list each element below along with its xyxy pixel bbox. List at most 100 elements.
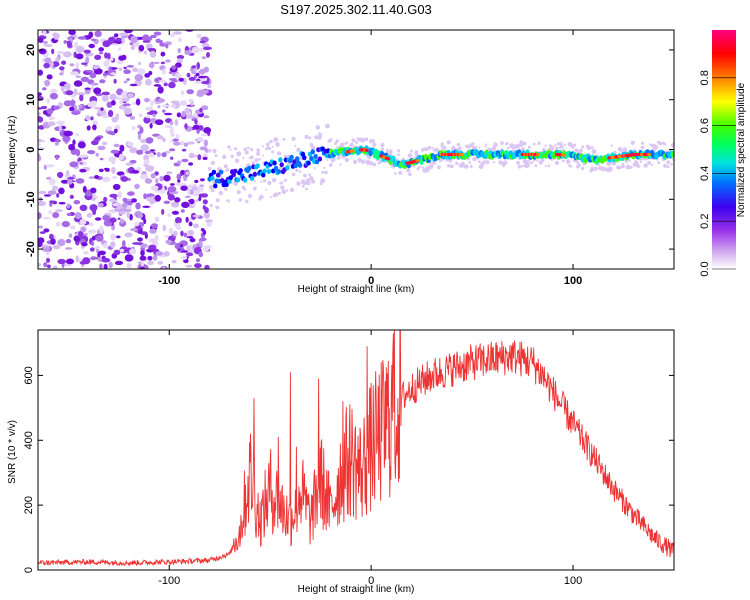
spectrogram-trace-halo bbox=[450, 164, 454, 168]
spectrogram-noise-blob bbox=[153, 31, 162, 36]
spectrogram-trace-halo bbox=[531, 161, 534, 164]
spectrogram-noise-blob bbox=[127, 141, 134, 147]
spectrogram-noise-blob bbox=[185, 114, 194, 119]
spectrogram-noise-blob bbox=[98, 168, 104, 173]
spectrogram-noise-blob bbox=[102, 141, 108, 146]
spectrogram-noise-blob bbox=[192, 124, 200, 130]
spectrogram-trace-halo bbox=[581, 145, 585, 149]
spectrogram-noise-blob bbox=[202, 245, 210, 252]
spectrogram-noise-blob bbox=[58, 201, 66, 205]
spectrogram-noise-blob bbox=[119, 144, 125, 152]
spectrogram-noise-blob bbox=[198, 75, 207, 79]
spectrogram-trace-halo bbox=[355, 140, 359, 144]
spectrogram-trace-halo bbox=[625, 164, 631, 170]
spectrogram-noise-blob bbox=[85, 69, 94, 73]
spectrogram-noise-blob bbox=[145, 165, 155, 172]
spectrogram-noise-blob bbox=[138, 113, 143, 118]
spectrogram-noise-blob bbox=[124, 232, 133, 238]
spectrogram-noise-blob bbox=[161, 152, 167, 158]
spectrogram-trace-halo bbox=[314, 135, 319, 140]
spectrogram-trace-halo bbox=[275, 142, 280, 147]
spectrogram-noise-blob bbox=[98, 51, 104, 55]
spectrogram-noise-blob bbox=[201, 133, 207, 137]
spectrogram-noise-blob bbox=[161, 104, 170, 108]
spectrogram-noise-blob bbox=[149, 123, 153, 129]
spectrogram-noise-blob bbox=[126, 211, 130, 219]
spectrogram-noise-blob bbox=[200, 178, 205, 182]
spectrogram-trace-halo bbox=[519, 140, 524, 145]
spectrogram-trace-halo bbox=[310, 145, 316, 150]
spectrogram-noise-blob bbox=[108, 198, 117, 202]
spectrogram-noise-blob bbox=[88, 31, 94, 38]
spectrogram-noise-blob bbox=[73, 88, 78, 96]
spectrogram-noise-blob bbox=[107, 109, 114, 118]
spectrogram-noise-blob bbox=[58, 125, 63, 132]
spectrogram-trace-halo bbox=[286, 189, 289, 192]
spectrogram-trace-halo bbox=[271, 150, 275, 154]
spectrogram-trace-halo bbox=[236, 190, 241, 195]
spectrogram-noise-blob bbox=[45, 250, 50, 256]
spectrogram-trace-core bbox=[279, 162, 284, 168]
spectrogram-noise-blob bbox=[93, 87, 102, 95]
spectrogram-trace-halo bbox=[469, 164, 473, 168]
spectrogram-noise-blob bbox=[72, 139, 76, 146]
spectrogram-noise-blob bbox=[178, 37, 183, 42]
spectrogram-noise-blob bbox=[79, 204, 88, 211]
spectrogram-trace-halo bbox=[444, 146, 447, 149]
spectrogram-noise-blob bbox=[49, 200, 57, 204]
spectrogram-noise-blob bbox=[99, 263, 103, 269]
spectrogram-noise-blob bbox=[157, 105, 161, 109]
spectrogram-trace-halo bbox=[345, 141, 349, 145]
spectrogram-noise-blob bbox=[38, 116, 44, 123]
spectrogram-trace-halo bbox=[277, 191, 281, 196]
spectrogram-noise-blob bbox=[69, 63, 75, 67]
spectrogram-trace-halo bbox=[431, 164, 434, 167]
spectrogram-noise-blob bbox=[137, 237, 143, 242]
spectrogram-noise-blob bbox=[177, 222, 181, 229]
spectrogram-noise-blob bbox=[176, 173, 182, 180]
spectrogram-trace-halo bbox=[303, 181, 307, 185]
spectrogram-noise-blob bbox=[113, 249, 121, 255]
spectrogram-noise-blob bbox=[137, 68, 146, 75]
spectrogram-y-tick-label: 0 bbox=[25, 146, 37, 152]
spectrogram-noise-blob bbox=[94, 217, 102, 221]
spectrogram-noise-blob bbox=[157, 86, 164, 94]
spectrogram-noise-blob bbox=[110, 72, 117, 76]
spectrogram-noise-blob bbox=[124, 254, 134, 262]
spectrogram-noise-blob bbox=[201, 105, 209, 111]
spectrogram-trace-core bbox=[218, 169, 224, 175]
spectrogram-noise-blob bbox=[183, 232, 188, 238]
spectrogram-noise-blob bbox=[181, 110, 186, 118]
spectrogram-noise-blob bbox=[129, 147, 138, 154]
spectrogram-trace-halo bbox=[392, 166, 395, 169]
spectrogram-noise-blob bbox=[136, 149, 144, 155]
spectrogram-noise-blob bbox=[145, 115, 150, 119]
spectrogram-noise-blob bbox=[168, 81, 176, 89]
spectrogram-trace-halo bbox=[243, 147, 247, 151]
spectrogram-trace-halo bbox=[259, 194, 264, 200]
spectrogram-trace-halo bbox=[507, 146, 510, 150]
spectrogram-trace-halo bbox=[394, 172, 397, 175]
spectrogram-noise-blob bbox=[92, 124, 97, 131]
spectrogram-noise-blob bbox=[144, 264, 149, 269]
spectrogram-noise-blob bbox=[129, 248, 137, 255]
spectrogram-noise-blob bbox=[187, 184, 194, 189]
spectrogram-trace-halo bbox=[301, 184, 305, 188]
spectrogram-trace-halo bbox=[284, 154, 287, 158]
spectrogram-noise-blob bbox=[129, 116, 136, 120]
spectrogram-noise-blob bbox=[75, 53, 84, 60]
spectrogram-noise-blob bbox=[186, 141, 195, 145]
spectrogram-noise-blob bbox=[67, 177, 75, 180]
spectrogram-noise-blob bbox=[66, 203, 71, 209]
spectrogram-noise-blob bbox=[79, 168, 87, 173]
spectrogram-noise-blob bbox=[48, 116, 55, 120]
spectrogram-noise-blob bbox=[204, 264, 210, 269]
spectrogram-trace-halo bbox=[281, 189, 287, 194]
snr-y-tick-label: 600 bbox=[23, 366, 35, 384]
spectrogram-trace-core bbox=[295, 156, 300, 162]
colorbar-tick-label: 0.4 bbox=[699, 166, 711, 181]
colorbar-tick-label: 0.2 bbox=[699, 214, 711, 229]
spectrogram-trace-core bbox=[249, 176, 255, 181]
spectrogram-noise-blob bbox=[181, 255, 188, 260]
spectrogram-trace-halo bbox=[269, 139, 273, 144]
